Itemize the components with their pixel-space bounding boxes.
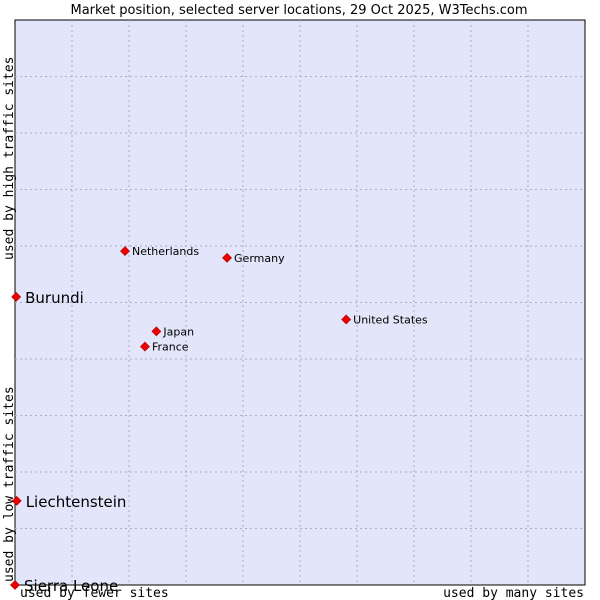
chart-title: Market position, selected server locatio… — [70, 3, 527, 18]
y-axis-label-high: used by high traffic sites — [2, 57, 17, 261]
data-points: Netherlands Germany United States Japan Fran… — [10, 245, 428, 595]
data-point-marker — [10, 580, 20, 590]
data-point-label: Germany — [234, 252, 285, 265]
x-axis-label-low: used by fewer sites — [20, 586, 169, 600]
data-point-label: Liechtenstein — [26, 493, 127, 511]
data-point-label: France — [152, 341, 189, 354]
data-point-label: Netherlands — [132, 245, 199, 258]
data-point-marker — [11, 495, 22, 506]
data-point-label: Sierra Leone — [24, 577, 118, 595]
data-point-marker — [11, 291, 22, 302]
data-point-label: Burundi — [25, 289, 84, 307]
data-point-marker — [341, 314, 352, 325]
data-point-marker — [222, 252, 232, 263]
data-point-marker — [120, 246, 130, 257]
data-point-label: United States — [353, 313, 428, 326]
data-point-marker — [140, 341, 150, 352]
data-point-label: Japan — [162, 325, 194, 338]
grid-lines — [15, 20, 585, 585]
data-point-marker — [151, 326, 162, 337]
y-axis-label-low: used by low traffic sites — [2, 386, 17, 582]
x-axis-label-high: used by many sites — [443, 586, 584, 600]
